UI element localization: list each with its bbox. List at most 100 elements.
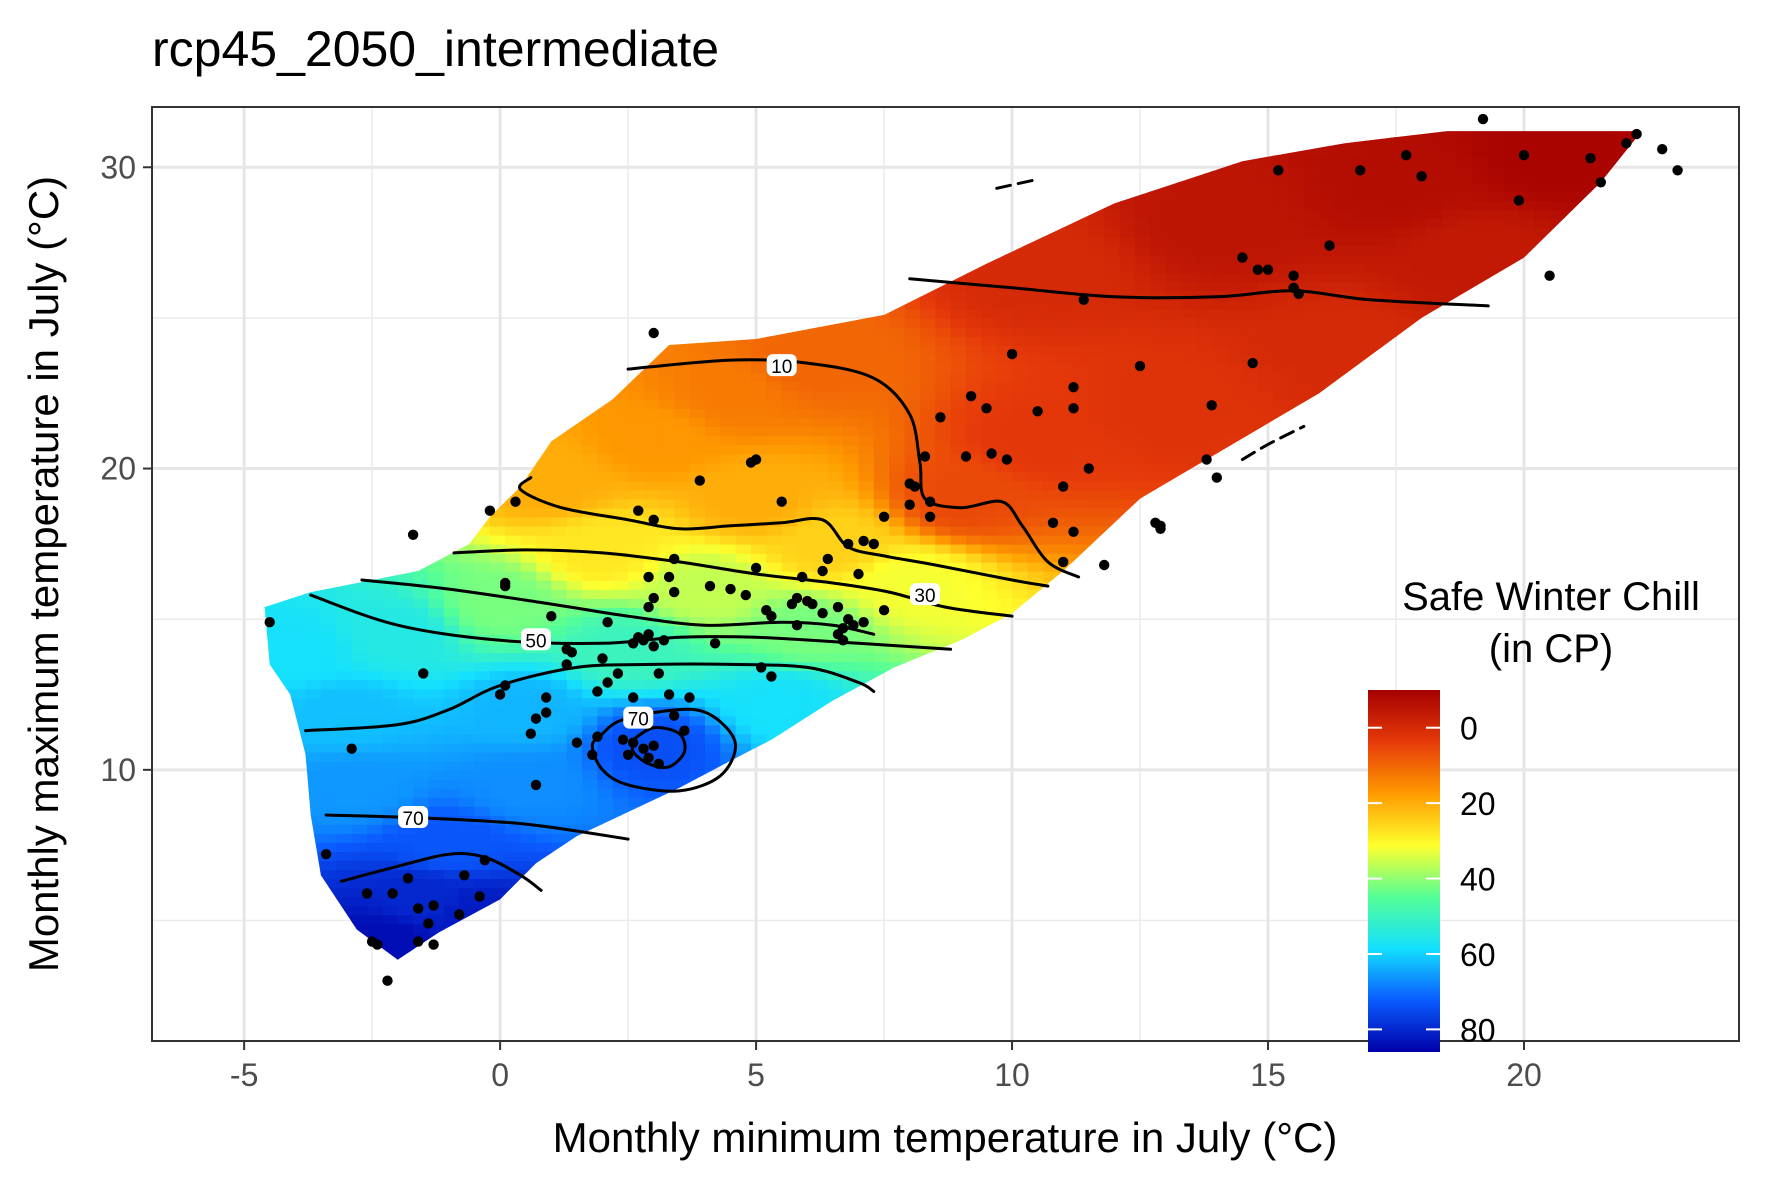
surface-cell xyxy=(751,625,768,635)
surface-cell xyxy=(505,697,522,708)
surface-cell xyxy=(597,742,614,753)
surface-cell xyxy=(996,462,1013,473)
surface-cell xyxy=(489,742,507,753)
surface-cell xyxy=(689,561,706,572)
surface-cell xyxy=(735,471,752,482)
surface-cell xyxy=(889,399,906,410)
surface-cell xyxy=(428,869,445,880)
surface-cell xyxy=(735,363,752,373)
surface-cell xyxy=(812,661,829,672)
surface-cell xyxy=(336,778,353,789)
surface-cell xyxy=(827,390,844,400)
surface-cell xyxy=(904,607,921,617)
surface-cell xyxy=(720,381,737,391)
surface-cell xyxy=(889,525,906,536)
surface-cell xyxy=(873,345,890,355)
surface-cell xyxy=(966,372,983,382)
surface-cell xyxy=(858,652,875,663)
surface-cell xyxy=(551,778,568,789)
surface-cell xyxy=(459,824,476,834)
surface-cell xyxy=(459,787,476,798)
surface-cell xyxy=(628,670,645,681)
surface-cell xyxy=(812,652,829,663)
surface-cell xyxy=(612,543,629,554)
surface-cell xyxy=(382,679,399,690)
surface-cell xyxy=(459,652,476,663)
surface-cell xyxy=(520,571,537,581)
surface-cell xyxy=(551,453,568,464)
surface-cell xyxy=(397,896,414,907)
surface-cell xyxy=(812,399,829,410)
surface-cell xyxy=(1042,462,1059,473)
surface-cell xyxy=(520,815,537,825)
surface-cell xyxy=(536,670,553,681)
surface-cell xyxy=(612,760,629,771)
surface-cell xyxy=(904,471,921,482)
surface-cell xyxy=(689,552,706,563)
surface-cell xyxy=(428,742,445,753)
surface-cell xyxy=(505,688,522,699)
surface-cell xyxy=(474,842,491,852)
surface-cell xyxy=(520,534,537,545)
surface-cell xyxy=(382,598,399,608)
surface-cell xyxy=(689,607,706,617)
surface-cell xyxy=(413,778,430,789)
surface-cell xyxy=(397,625,414,635)
surface-cell xyxy=(981,516,998,527)
surface-cell xyxy=(520,616,537,626)
surface-cell xyxy=(996,516,1013,527)
surface-cell xyxy=(459,896,476,907)
surface-cell xyxy=(827,516,844,527)
surface-cell xyxy=(812,589,829,599)
surface-cell xyxy=(551,787,568,798)
surface-cell xyxy=(1027,561,1044,572)
surface-cell xyxy=(1042,534,1059,545)
surface-cell xyxy=(981,453,998,464)
surface-cell xyxy=(582,525,599,536)
surface-cell xyxy=(351,842,368,852)
surface-cell xyxy=(781,390,798,400)
surface-cell xyxy=(858,571,875,581)
surface-cell xyxy=(351,787,368,798)
surface-cell xyxy=(996,552,1013,563)
surface-cell xyxy=(443,715,460,726)
surface-cell xyxy=(536,552,553,563)
surface-cell xyxy=(704,417,722,428)
surface-cell xyxy=(264,607,276,617)
surface-cell xyxy=(413,833,430,843)
surface-cell xyxy=(397,887,414,898)
surface-cell xyxy=(781,643,798,654)
surface-cell xyxy=(459,724,476,735)
surface-cell xyxy=(674,706,691,717)
surface-cell xyxy=(689,751,706,762)
surface-cell xyxy=(443,598,460,608)
surface-cell xyxy=(336,769,353,780)
surface-cell xyxy=(966,616,983,626)
surface-cell xyxy=(751,462,768,473)
surface-cell xyxy=(704,399,722,410)
surface-cell xyxy=(643,426,660,437)
surface-cell xyxy=(935,607,952,617)
surface-cell xyxy=(597,760,614,771)
surface-cell xyxy=(489,815,507,825)
surface-cell xyxy=(290,652,307,663)
surface-cell xyxy=(996,598,1013,608)
surface-cell xyxy=(996,317,1013,328)
surface-cell xyxy=(428,914,445,925)
surface-cell xyxy=(689,417,706,428)
surface-cell xyxy=(689,580,706,590)
surface-cell xyxy=(751,390,768,400)
surface-cell xyxy=(397,724,414,735)
surface-cell xyxy=(1012,336,1029,346)
surface-cell xyxy=(582,733,599,744)
surface-cell xyxy=(858,580,875,590)
surface-cell xyxy=(966,435,983,446)
surface-cell xyxy=(904,561,921,572)
surface-cell xyxy=(520,842,537,852)
surface-cell xyxy=(1042,281,1059,292)
surface-cell xyxy=(689,408,706,419)
surface-cell xyxy=(397,679,414,690)
surface-cell xyxy=(305,607,322,617)
surface-cell xyxy=(290,679,307,690)
surface-cell xyxy=(843,372,860,382)
